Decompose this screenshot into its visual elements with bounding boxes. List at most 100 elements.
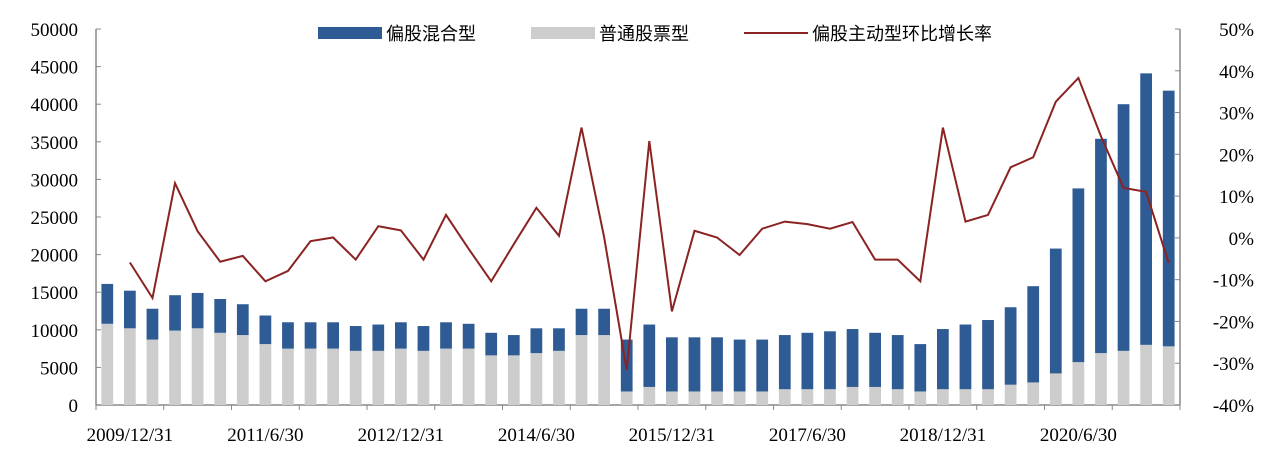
bar-mixed-type — [937, 329, 949, 390]
bar-mixed-type — [824, 331, 836, 390]
bar-group — [101, 73, 1175, 405]
bar-stock-type — [214, 332, 227, 405]
bar-mixed-type — [440, 322, 452, 349]
plot-area — [95, 29, 1181, 406]
bar-stock-type — [620, 391, 633, 405]
bar-stock-type — [982, 389, 994, 405]
right-tick-label: 40% — [1219, 62, 1254, 83]
bar-mixed-type — [666, 337, 678, 392]
left-tick-label: 35000 — [31, 133, 79, 154]
bar-stock-type — [1072, 362, 1085, 405]
left-tick-label: 25000 — [31, 208, 79, 229]
bar-mixed-type — [304, 322, 317, 349]
x-tick-label: 2011/6/30 — [227, 425, 303, 446]
bar-mixed-type — [349, 326, 362, 351]
legend-swatch — [531, 27, 595, 39]
bar-stock-type — [101, 323, 114, 405]
legend-label: 偏股混合型 — [386, 24, 476, 45]
bar-stock-type — [259, 344, 272, 405]
bar-mixed-type — [507, 335, 520, 356]
x-tick-label: 2014/6/30 — [498, 425, 575, 446]
bar-mixed-type — [124, 290, 136, 329]
bar-mixed-type — [530, 328, 543, 354]
right-tick-label: 0% — [1229, 229, 1255, 250]
bar-mixed-type — [553, 328, 565, 351]
right-tick-label: -20% — [1213, 312, 1254, 333]
bar-mixed-type — [327, 322, 339, 349]
bar-mixed-type — [914, 344, 927, 392]
bar-mixed-type — [282, 322, 294, 349]
bar-stock-type — [191, 328, 204, 405]
bar-mixed-type — [733, 339, 746, 392]
bar-stock-type — [666, 391, 678, 405]
bar-stock-type — [236, 335, 249, 405]
bar-stock-type — [530, 353, 543, 405]
bar-mixed-type — [1117, 104, 1130, 351]
bar-mixed-type — [801, 332, 814, 390]
bar-stock-type — [869, 386, 881, 405]
bar-stock-type — [824, 389, 836, 405]
bar-mixed-type — [462, 323, 475, 349]
legend-label: 偏股主动型环比增长率 — [812, 24, 992, 45]
legend-swatch — [318, 27, 382, 39]
left-tick-label: 15000 — [31, 283, 79, 304]
right-tick-label: -40% — [1213, 396, 1254, 417]
bar-stock-type — [327, 348, 339, 405]
bar-mixed-type — [485, 332, 498, 356]
bar-stock-type — [688, 391, 701, 405]
bar-stock-type — [711, 391, 723, 405]
bar-stock-type — [349, 350, 362, 405]
bar-mixed-type — [1027, 286, 1040, 383]
left-tick-label: 0 — [69, 396, 79, 417]
legend: 偏股混合型 普通股票型 偏股主动型环比增长率 — [318, 24, 992, 45]
right-tick-label: -10% — [1213, 271, 1254, 292]
bar-stock-type — [169, 330, 181, 405]
bar-mixed-type — [1072, 188, 1085, 363]
left-tick-label: 10000 — [31, 321, 79, 342]
x-tick-label: 2020/6/30 — [1040, 425, 1117, 446]
bar-stock-type — [417, 350, 430, 405]
bar-mixed-type — [1095, 138, 1107, 354]
left-axis-ticks: 0 5000 10000 15000 20000 25000 30000 35000 40000… — [31, 20, 101, 417]
bar-stock-type — [372, 350, 385, 405]
legend-label: 普通股票型 — [599, 24, 689, 45]
bar-stock-type — [440, 348, 452, 405]
x-tick-label: 2012/12/31 — [358, 425, 445, 446]
bar-mixed-type — [643, 324, 656, 387]
bar-mixed-type — [191, 292, 204, 329]
bar-stock-type — [891, 389, 904, 405]
bar-stock-type — [1140, 344, 1152, 405]
bar-stock-type — [146, 339, 159, 405]
bar-stock-type — [598, 335, 610, 405]
bar-mixed-type — [395, 322, 407, 349]
right-axis-ticks: -40% -30% -20% -10% 0% 10% 20% 30% 40% 50% — [1175, 20, 1254, 417]
bar-mixed-type — [891, 335, 904, 390]
bar-mixed-type — [259, 315, 272, 345]
bar-stock-type — [801, 389, 814, 405]
bar-stock-type — [643, 386, 656, 405]
bar-stock-type — [1117, 350, 1130, 405]
bar-stock-type — [507, 355, 520, 405]
x-tick-label: 2015/12/31 — [629, 425, 716, 446]
bar-mixed-type — [575, 308, 588, 336]
bar-mixed-type — [101, 283, 114, 324]
bar-stock-type — [462, 348, 475, 405]
bar-stock-type — [914, 391, 927, 405]
bar-mixed-type — [417, 326, 430, 351]
x-tick-label: 2009/12/31 — [87, 425, 174, 446]
bar-stock-type — [846, 386, 859, 405]
x-axis-ticks: 2009/12/31 2011/6/30 2012/12/31 2014/6/30 20… — [87, 405, 1181, 446]
bar-mixed-type — [1004, 307, 1017, 385]
bar-stock-type — [1095, 353, 1107, 405]
x-tick-label: 2018/12/31 — [900, 425, 987, 446]
left-tick-label: 40000 — [31, 95, 79, 116]
left-tick-label: 5000 — [40, 358, 78, 379]
bar-mixed-type — [1162, 90, 1175, 347]
bar-mixed-type — [846, 329, 859, 387]
bar-stock-type — [553, 350, 565, 405]
right-tick-label: -30% — [1213, 354, 1254, 375]
left-tick-label: 50000 — [31, 20, 79, 41]
bar-stock-type — [756, 391, 769, 405]
bar-stock-type — [304, 348, 317, 405]
